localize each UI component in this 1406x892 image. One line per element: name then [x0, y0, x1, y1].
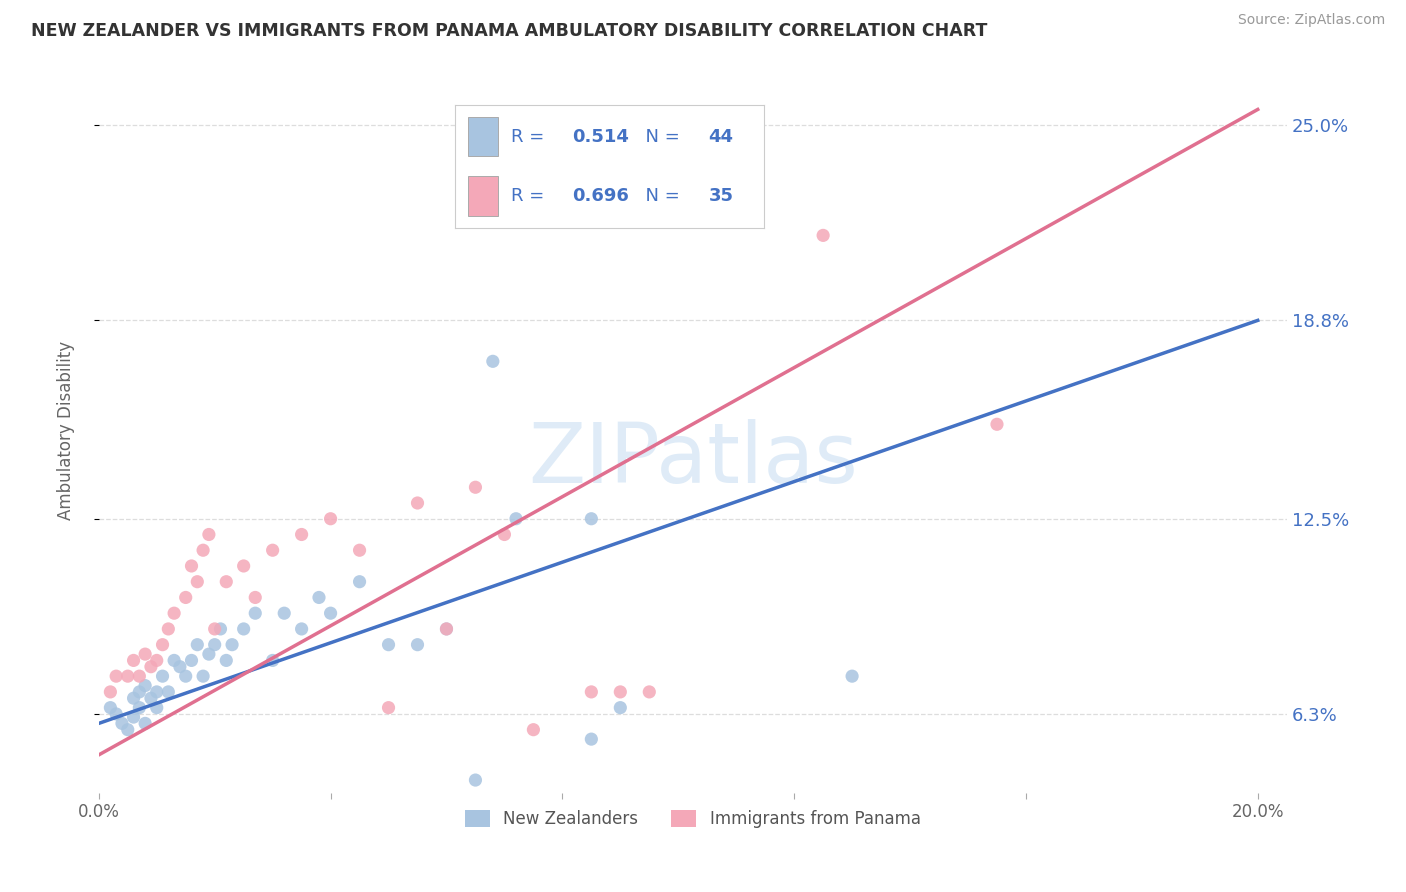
Point: [215, 653, 238, 667]
Legend: New Zealanders, Immigrants from Panama: New Zealanders, Immigrants from Panama: [458, 804, 928, 835]
Text: NEW ZEALANDER VS IMMIGRANTS FROM PANAMA AMBULATORY DISABILITY CORRELATION CHART: NEW ZEALANDER VS IMMIGRANTS FROM PANAMA …: [31, 22, 987, 40]
Point: [581, 732, 603, 747]
Point: [505, 512, 527, 526]
Point: [169, 659, 191, 673]
Point: [128, 685, 150, 699]
Point: [464, 773, 486, 788]
Point: [145, 685, 167, 699]
Point: [811, 228, 834, 243]
Point: [163, 606, 186, 620]
Point: [105, 669, 128, 683]
Point: [986, 417, 1008, 432]
Point: [436, 622, 458, 636]
Point: [308, 591, 330, 605]
Point: [128, 700, 150, 714]
Point: [198, 647, 221, 661]
Point: [145, 653, 167, 667]
Point: [122, 691, 145, 706]
Point: [117, 669, 139, 683]
Point: [522, 723, 544, 737]
Point: [609, 685, 631, 699]
Point: [174, 669, 197, 683]
Point: [262, 653, 284, 667]
Point: [139, 659, 162, 673]
Point: [482, 354, 505, 368]
Point: [291, 622, 314, 636]
Point: [609, 700, 631, 714]
Point: [180, 558, 202, 573]
Point: [273, 606, 295, 620]
Point: [319, 512, 342, 526]
Point: [464, 480, 486, 494]
Point: [191, 543, 214, 558]
Point: [157, 622, 180, 636]
Point: [209, 622, 232, 636]
Point: [406, 638, 429, 652]
Point: [232, 558, 254, 573]
Point: [349, 574, 371, 589]
Point: [191, 669, 214, 683]
Point: [198, 527, 221, 541]
Point: [436, 622, 458, 636]
Point: [180, 653, 202, 667]
Point: [262, 543, 284, 558]
Point: [152, 669, 174, 683]
Point: [100, 685, 122, 699]
Point: [122, 710, 145, 724]
Point: [638, 685, 661, 699]
Point: [163, 653, 186, 667]
Point: [494, 527, 516, 541]
Point: [134, 679, 156, 693]
Point: [174, 591, 197, 605]
Point: [117, 723, 139, 737]
Point: [186, 638, 208, 652]
Point: [841, 669, 863, 683]
Point: [581, 512, 603, 526]
Point: [221, 638, 243, 652]
Point: [245, 606, 267, 620]
Text: ZIPatlas: ZIPatlas: [527, 419, 858, 500]
Point: [139, 691, 162, 706]
Point: [204, 622, 226, 636]
Point: [157, 685, 180, 699]
Point: [134, 647, 156, 661]
Point: [145, 700, 167, 714]
Point: [377, 638, 399, 652]
Point: [406, 496, 429, 510]
Point: [291, 527, 314, 541]
Point: [152, 638, 174, 652]
Y-axis label: Ambulatory Disability: Ambulatory Disability: [58, 341, 75, 520]
Point: [100, 700, 122, 714]
Point: [128, 669, 150, 683]
Point: [122, 653, 145, 667]
Point: [581, 685, 603, 699]
Point: [204, 638, 226, 652]
Point: [111, 716, 134, 731]
Point: [319, 606, 342, 620]
Point: [105, 706, 128, 721]
Point: [215, 574, 238, 589]
Point: [186, 574, 208, 589]
Point: [232, 622, 254, 636]
Point: [134, 716, 156, 731]
Point: [377, 700, 399, 714]
Point: [349, 543, 371, 558]
Text: Source: ZipAtlas.com: Source: ZipAtlas.com: [1237, 13, 1385, 28]
Point: [245, 591, 267, 605]
